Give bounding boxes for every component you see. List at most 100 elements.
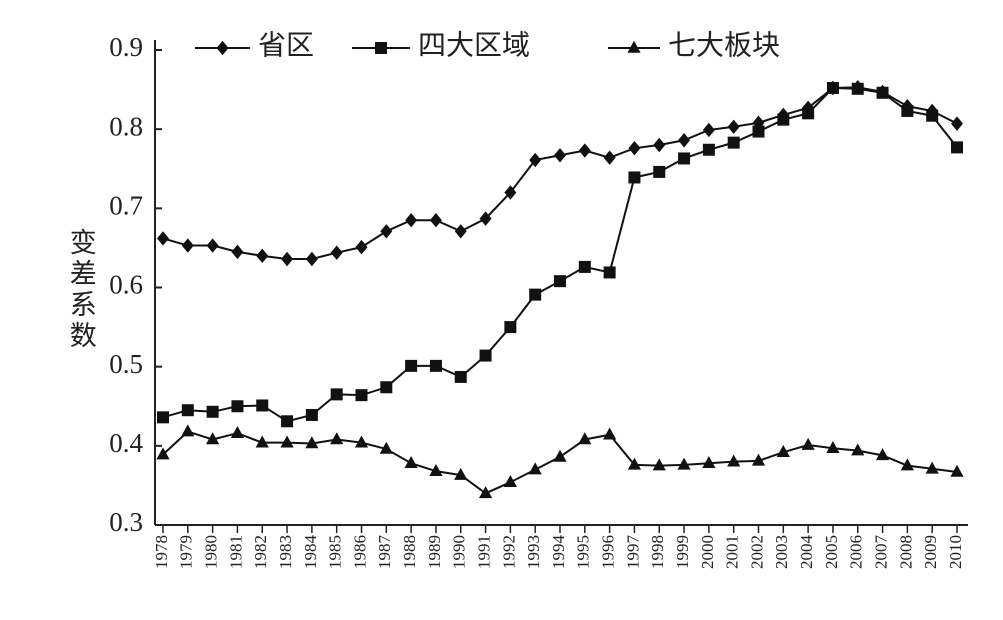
data-point: [355, 389, 368, 402]
data-point: [702, 456, 716, 469]
x-tick-label: 1998: [648, 535, 667, 569]
data-point: [851, 443, 865, 456]
x-tick-label: 1984: [301, 535, 320, 570]
data-point: [603, 150, 616, 165]
x-tick-label: 2009: [921, 535, 940, 569]
data-point: [429, 463, 443, 476]
y-tick-label: 0.7: [109, 191, 143, 221]
data-point: [355, 239, 368, 255]
y-tick-label: 0.3: [109, 507, 143, 537]
x-tick-label: 1990: [450, 535, 469, 569]
x-tick-label: 2000: [698, 535, 717, 569]
data-point: [826, 82, 839, 94]
data-point: [281, 415, 294, 428]
data-point: [454, 467, 468, 480]
x-tick-label: 1999: [673, 535, 692, 569]
data-point: [305, 408, 318, 421]
data-point: [405, 359, 418, 372]
data-point: [628, 171, 641, 184]
data-point: [578, 143, 591, 158]
data-point: [504, 321, 517, 334]
data-point: [231, 244, 244, 260]
x-tick-label: 1980: [202, 535, 221, 569]
y-tick-label: 0.4: [109, 428, 143, 458]
x-tick-label: 1982: [251, 535, 270, 569]
x-tick-label: 2005: [822, 535, 841, 569]
x-tick-label: 2003: [772, 535, 791, 569]
data-point: [504, 185, 517, 200]
data-point: [901, 104, 914, 117]
legend-marker: [216, 40, 229, 56]
data-point: [925, 461, 939, 474]
data-point: [554, 275, 566, 288]
data-point: [380, 381, 393, 394]
data-point: [752, 125, 765, 138]
y-tick-label: 0.8: [109, 111, 143, 141]
x-tick-label: 2004: [797, 535, 816, 570]
x-tick-label: 1995: [574, 535, 593, 569]
data-point: [305, 436, 319, 449]
x-tick-label: 1988: [400, 535, 419, 569]
data-point: [330, 245, 343, 260]
data-point: [553, 449, 567, 462]
data-point: [727, 136, 740, 149]
data-point: [354, 435, 369, 448]
x-tick-label: 2010: [946, 535, 965, 569]
x-tick-label: 1992: [499, 535, 518, 569]
data-point: [950, 464, 964, 477]
data-point: [479, 349, 492, 362]
data-point: [777, 113, 790, 126]
data-point: [305, 251, 318, 267]
y-tick-label: 0.9: [109, 32, 143, 62]
data-point: [702, 143, 715, 156]
data-point: [330, 388, 343, 401]
legend-label: 七大板块: [668, 29, 780, 61]
data-point: [256, 399, 269, 412]
data-point: [255, 435, 269, 448]
data-point: [802, 107, 815, 120]
data-point: [529, 152, 542, 168]
legend-label: 省区: [258, 29, 314, 61]
data-point: [627, 457, 642, 470]
data-point: [429, 213, 442, 228]
x-tick-label: 2008: [896, 535, 915, 569]
data-point: [751, 453, 766, 466]
data-point: [181, 404, 194, 417]
data-point: [554, 148, 566, 163]
x-tick-label: 1987: [375, 535, 394, 570]
data-point: [454, 370, 467, 383]
data-point: [330, 432, 344, 445]
data-point: [181, 424, 195, 437]
data-point: [653, 137, 666, 153]
data-point: [628, 140, 641, 156]
data-point: [603, 266, 616, 279]
data-point: [379, 441, 393, 454]
data-point: [206, 238, 219, 253]
data-point: [454, 224, 467, 239]
data-point: [951, 116, 963, 131]
data-point: [678, 133, 691, 148]
data-point: [702, 122, 715, 138]
x-tick-label: 2007: [871, 535, 890, 570]
y-tick-label: 0.6: [109, 270, 143, 300]
x-tick-label: 2002: [747, 535, 766, 569]
legend-label: 四大区域: [418, 29, 530, 61]
x-tick-label: 2006: [847, 535, 866, 569]
data-point: [157, 231, 169, 246]
data-point: [826, 441, 840, 454]
x-tick-label: 1997: [623, 535, 642, 570]
data-point: [801, 437, 815, 450]
data-point: [678, 152, 691, 165]
x-tick-label: 2001: [723, 535, 742, 569]
x-tick-label: 1986: [350, 535, 369, 569]
data-point: [900, 458, 914, 471]
y-axis-label: 变差系数: [66, 228, 96, 352]
x-tick-label: 1978: [152, 535, 171, 569]
data-point: [653, 165, 666, 178]
data-point: [280, 435, 294, 448]
data-point: [479, 211, 492, 226]
data-point: [652, 458, 666, 471]
x-tick-label: 1979: [177, 535, 196, 569]
data-point: [603, 427, 617, 440]
